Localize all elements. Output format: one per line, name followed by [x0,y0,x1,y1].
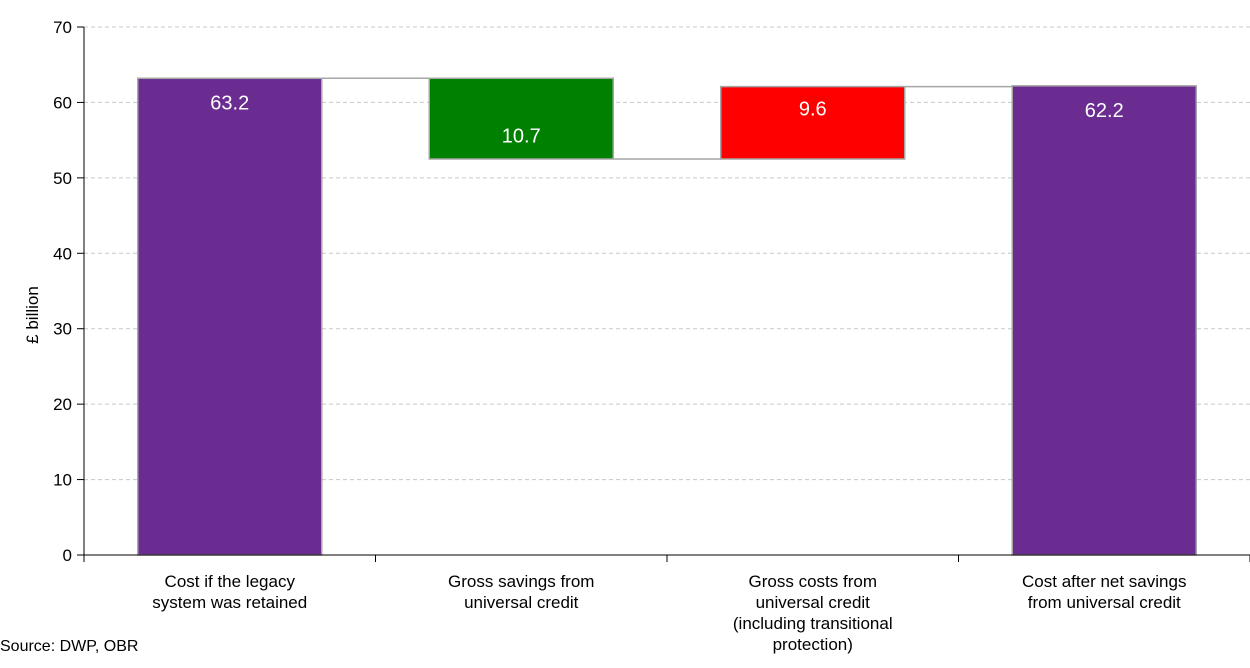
bar-value-label: 10.7 [502,126,541,148]
bars: 63.2 10.7 9.6 62.2 [137,77,1197,556]
bar-value-label: 62.2 [1085,100,1124,122]
bar [720,85,906,160]
y-tick-label: 30 [53,320,72,339]
bar-value-label: 63.2 [210,92,249,114]
x-category-label: Gross savings from [448,572,594,591]
x-category-label: universal credit [464,593,579,612]
y-tick-label: 70 [53,18,72,37]
y-tick-label: 50 [53,169,72,188]
x-category-label: Gross costs from [749,572,877,591]
axes [77,26,1250,562]
x-category-label: Cost after net savings [1022,572,1186,591]
bar [1011,85,1197,556]
gridlines [84,26,1250,481]
x-category-label: from universal credit [1028,593,1181,612]
y-tick-labels: 0 10 20 30 40 50 60 70 [53,18,72,565]
x-category-labels: Cost if the legacy system was retained Gro… [152,572,1186,654]
bar-value-label: 9.6 [799,99,827,121]
y-tick-label: 10 [53,471,72,490]
source-note: Source: DWP, OBR [0,638,139,655]
y-tick-label: 40 [53,244,72,263]
bar [137,77,323,556]
y-axis-title: £ billion [23,286,42,344]
y-tick-label: 0 [63,546,72,565]
connector-lines [321,77,1013,160]
x-category-label: Cost if the legacy [165,572,296,591]
bar [428,77,614,160]
x-category-label: protection) [773,635,853,654]
x-category-label: system was retained [152,593,307,612]
y-tick-label: 60 [53,93,72,112]
x-category-label: (including transitional [733,614,893,633]
x-category-label: universal credit [756,593,871,612]
y-tick-label: 20 [53,395,72,414]
